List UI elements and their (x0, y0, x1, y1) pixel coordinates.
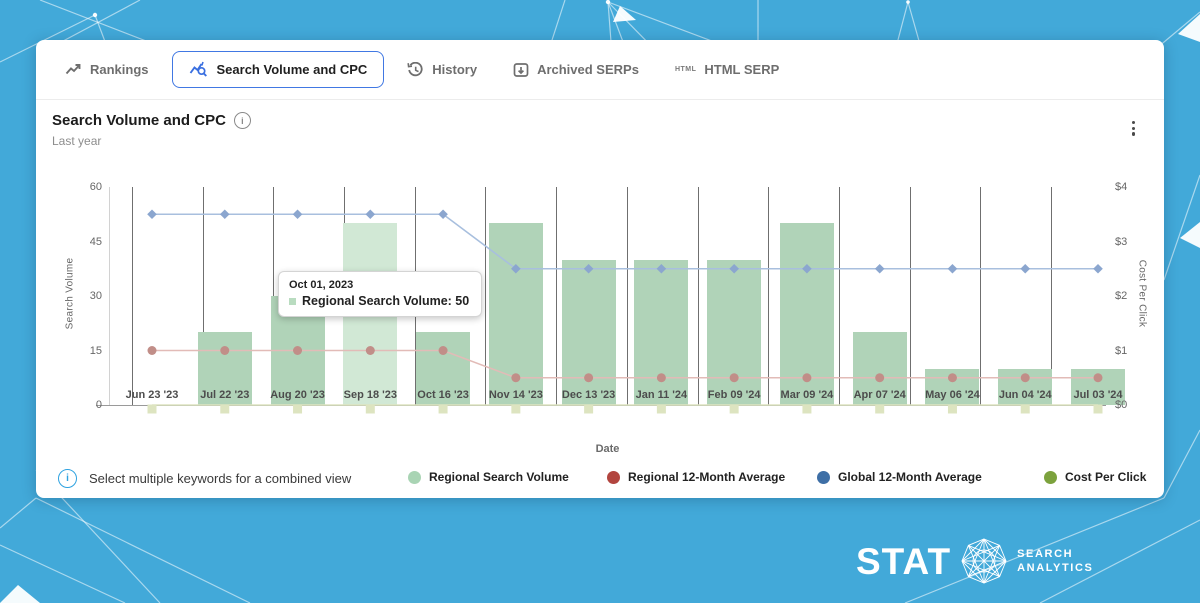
chart-title: Search Volume and CPC (52, 112, 226, 129)
chart-magnifier-icon (189, 61, 207, 77)
footer-note-text: Select multiple keywords for a combined … (89, 471, 352, 486)
stat-wordmark: STAT (856, 540, 952, 582)
x-tick-label: Nov 14 '23 (488, 389, 543, 401)
tooltip-text: Regional Search Volume: 50 (302, 294, 470, 308)
right-y-tick-label: $1 (1115, 344, 1128, 357)
vertical-gridline (1051, 187, 1052, 405)
chart-subtitle: Last year (52, 134, 102, 148)
legend-dot (607, 470, 620, 484)
vertical-gridline (838, 187, 840, 405)
vertical-gridline (697, 187, 699, 405)
x-tick-label: Jun 04 '24 (998, 389, 1052, 401)
chart-tooltip: Oct 01, 2023 Regional Search Volume: 50 (278, 271, 483, 317)
tab-label: Search Volume and CPC (216, 62, 368, 77)
history-clock-icon (407, 61, 423, 76)
legend-dot (408, 470, 421, 484)
geodesic-sphere-icon (961, 538, 1007, 584)
vertical-gridline (909, 187, 911, 405)
bar-Dec 13 '23[interactable] (561, 259, 616, 405)
vertical-gridline (556, 187, 558, 405)
tab-bar: Rankings Search Volume and CPC History (36, 40, 1164, 100)
vertical-gridline (626, 187, 628, 405)
x-tick-label: Sep 18 '23 (343, 389, 397, 401)
tooltip-bullet (289, 297, 296, 305)
legend-dot (1044, 470, 1057, 484)
tab-search-volume-and-cpc[interactable]: Search Volume and CPC (171, 51, 385, 88)
legend-item-regional-12-month-average[interactable]: Regional 12-Month Average (607, 470, 785, 484)
bar-Jan 11 '24[interactable] (634, 259, 689, 405)
trending-up-icon (65, 64, 81, 75)
tab-archived-serps[interactable]: Archived SERPs (500, 51, 652, 89)
x-tick-label: Aug 20 '23 (270, 389, 325, 401)
right-y-tick-label: $3 (1115, 235, 1128, 248)
bar-Mar 09 '24[interactable] (779, 223, 834, 405)
legend-label: Regional Search Volume (429, 470, 569, 484)
x-tick-label: Jun 23 '23 (125, 389, 179, 401)
legend-item-regional-search-volume[interactable]: Regional Search Volume (408, 470, 569, 484)
vertical-gridline (485, 187, 487, 405)
tab-html-serp[interactable]: HTML HTML SERP (662, 51, 792, 88)
left-y-tick-label: 30 (89, 290, 102, 302)
bar-Feb 09 '24[interactable] (707, 259, 762, 405)
tab-label: Rankings (90, 62, 149, 77)
legend-label: Global 12-Month Average (838, 470, 982, 484)
info-icon[interactable]: i (233, 112, 251, 129)
vertical-gridline (132, 187, 133, 405)
x-tick-label: Mar 09 '24 (780, 389, 834, 401)
x-tick-label: Jul 03 '24 (1073, 389, 1123, 401)
archive-box-icon (513, 62, 529, 77)
chart-plot-area[interactable]: Search Volume Cost Per Click Date Jun 23… (65, 181, 1148, 455)
legend-item-global-12-month-average[interactable]: Global 12-Month Average (817, 470, 982, 484)
bar-Nov 14 '23[interactable] (488, 223, 543, 405)
x-axis-title: Date (595, 443, 620, 455)
stat-logo: STAT SEARCH ANALYTICS (856, 536, 1093, 586)
x-tick-label: Jan 11 '24 (635, 389, 688, 401)
right-y-tick-label: $4 (1115, 181, 1128, 193)
left-y-tick-label: 45 (89, 235, 102, 248)
tab-rankings[interactable]: Rankings (52, 51, 162, 88)
tab-label: Archived SERPs (537, 62, 639, 77)
legend-label: Regional 12-Month Average (628, 470, 786, 484)
left-y-tick-label: 15 (89, 344, 102, 357)
y-axis-line (109, 187, 110, 405)
kebab-menu-icon[interactable] (1129, 118, 1138, 139)
chart-header: Search Volume and CPC i Last year (52, 112, 251, 148)
x-tick-label: Apr 07 '24 (853, 389, 906, 401)
legend-dot (817, 470, 830, 484)
vertical-gridline (980, 187, 982, 405)
x-axis-line (96, 405, 1106, 406)
info-icon-blue: i (58, 469, 77, 488)
vertical-gridline (202, 187, 204, 405)
left-y-tick-label: 60 (89, 181, 102, 193)
x-tick-label: Feb 09 '24 (707, 389, 761, 401)
legend-item-cost-per-click[interactable]: Cost Per Click (1044, 470, 1146, 484)
vertical-gridline (768, 187, 770, 405)
left-y-tick-label: 0 (95, 399, 102, 411)
tab-history[interactable]: History (394, 51, 490, 89)
tab-label: History (432, 62, 478, 77)
x-tick-label: Jul 22 '23 (200, 389, 250, 401)
x-tick-label: Oct 16 '23 (417, 389, 469, 401)
legend-label: Cost Per Click (1065, 470, 1147, 484)
main-panel: Rankings Search Volume and CPC History (36, 40, 1164, 498)
x-tick-label: May 06 '24 (925, 389, 980, 401)
right-y-tick-label: $2 (1115, 290, 1128, 302)
right-y-tick-label: $0 (1115, 399, 1128, 411)
logo-line2: ANALYTICS (1017, 562, 1094, 574)
tooltip-date: Oct 01, 2023 (289, 279, 354, 291)
x-tick-label: Dec 13 '23 (561, 389, 616, 401)
logo-line1: SEARCH (1017, 547, 1074, 560)
footer-note: i Select multiple keywords for a combine… (58, 469, 351, 488)
tab-label: HTML SERP (704, 62, 780, 77)
html-icon: HTML (674, 66, 697, 73)
